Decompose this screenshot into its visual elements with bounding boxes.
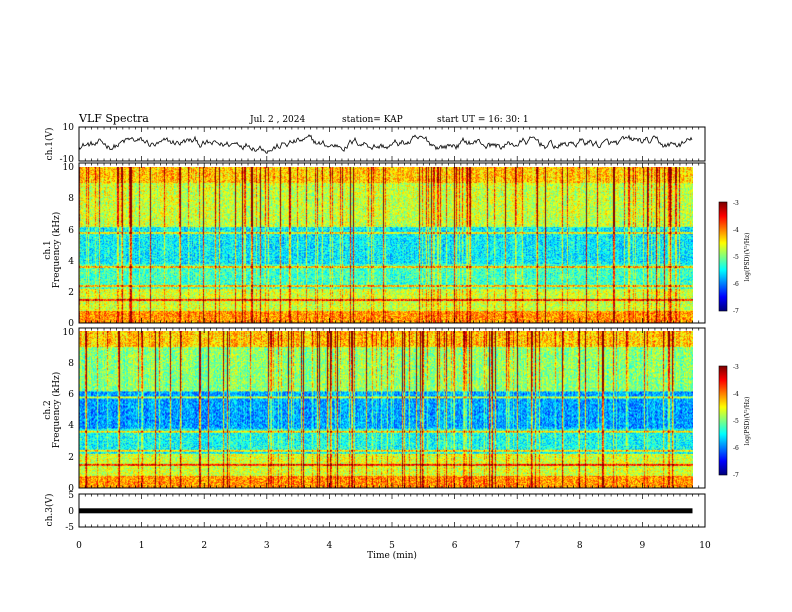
ch2-colorbar-label: log(PSD)(V²/Hz) [744, 397, 751, 446]
ch1-cbar-tick-m4: -4 [733, 227, 739, 234]
ch1-ytick-4: 4 [68, 257, 74, 267]
ch1-spectrogram-panel: 0 2 4 6 8 10 ch.1 Frequency (kHz) -3 -4 … [43, 162, 751, 329]
ch2-cbar-tick-m7: -7 [733, 472, 739, 479]
ch1-spectrogram-ylabel: ch.1 Frequency (kHz) [43, 212, 62, 289]
time-tick-label: 5 [389, 541, 395, 551]
ch3-ytick-5: 5 [68, 491, 74, 501]
ch2-colorbar-frame [718, 365, 728, 476]
ch2-ytick-6: 6 [68, 390, 74, 400]
start-time-label: start UT = 16: 30: 1 [437, 115, 529, 125]
time-tick-label: 2 [201, 541, 207, 551]
time-tick-label: 8 [577, 541, 583, 551]
ch1-waveform-line [78, 134, 693, 154]
time-tick-label: 10 [699, 541, 711, 551]
ch1-colorbar [719, 202, 727, 311]
ch2-cbar-tick-m3: -3 [733, 364, 739, 371]
ch3-waveform-panel: 5 0 -5 ch.3(V) [44, 491, 706, 533]
ch1-ytick-8: 8 [68, 194, 74, 204]
ch1-cbar-tick-m6: -6 [733, 281, 739, 288]
ch1-ytick-2: 2 [68, 288, 74, 298]
ch2-spectrogram-ylabel-line2: Frequency (kHz) [51, 372, 62, 449]
time-tick-label: 1 [139, 541, 145, 551]
ch1-cbar-tick-m7: -7 [733, 308, 739, 315]
ch2-spectrogram-ylabel: ch.2 Frequency (kHz) [43, 372, 62, 449]
ch1-spectrogram-heatmap [79, 167, 693, 323]
ch1-ytick-6: 6 [68, 226, 74, 236]
ch3-ytick-0: 0 [68, 507, 74, 517]
time-tick-label: 9 [640, 541, 646, 551]
ch2-ytick-8: 8 [68, 359, 74, 369]
time-tick-label: 7 [514, 541, 520, 551]
ch2-spectrogram-heatmap [79, 331, 693, 488]
time-tick-label: 6 [452, 541, 458, 551]
ch3-ytick-m5: -5 [65, 523, 74, 533]
ch1-spectrogram-ylabel-line1: ch.1 [43, 240, 53, 259]
ch1-spectrogram-ylabel-line2: Frequency (kHz) [51, 212, 62, 289]
ch1-ytick-0: 0 [68, 319, 74, 329]
ch2-cbar-tick-m4: -4 [733, 391, 739, 398]
ch3-waveform-ylabel: ch.3(V) [44, 494, 55, 527]
time-tick-marks [78, 127, 706, 527]
ch2-ytick-10: 10 [63, 328, 75, 338]
ch2-colorbar [719, 366, 727, 475]
ch2-cbar-tick-m6: -6 [733, 445, 739, 452]
time-tick-label: 4 [327, 541, 333, 551]
station-label: station= KAP [342, 115, 403, 125]
ch1-colorbar-label: log(PSD)(V²/Hz) [744, 233, 751, 282]
date-label: Jul. 2 , 2024 [249, 115, 305, 125]
ch2-spectrogram-panel: 0 2 4 6 8 10 ch.2 Frequency (kHz) -3 -4 … [43, 327, 751, 494]
ch3-waveform-line [79, 508, 693, 514]
ch1-ytick-bottom: -10 [60, 155, 75, 165]
ch1-waveform-panel: 10 -10 ch.1(V) [44, 123, 706, 165]
figure-title: VLF Spectra [78, 112, 149, 125]
time-axis-labels: 0 1 2 3 4 5 6 7 8 9 10 [76, 541, 711, 551]
time-tick-label: 0 [76, 541, 82, 551]
ch1-cbar-tick-m3: -3 [733, 200, 739, 207]
ch2-spectrogram-ylabel-line1: ch.2 [43, 400, 53, 419]
ch2-ytick-2: 2 [68, 453, 74, 463]
ch2-ytick-4: 4 [68, 421, 74, 431]
ch1-cbar-tick-m5: -5 [733, 254, 739, 261]
ch1-waveform-ylabel: ch.1(V) [44, 128, 55, 161]
time-tick-label: 3 [264, 541, 270, 551]
ch2-ytick-0: 0 [68, 484, 74, 494]
ch1-ytick-10: 10 [63, 163, 75, 173]
ch2-cbar-tick-m5: -5 [733, 418, 739, 425]
ch1-ytick-top: 10 [63, 123, 75, 133]
time-axis-label: Time (min) [367, 550, 417, 561]
ch1-colorbar-frame [718, 201, 728, 312]
